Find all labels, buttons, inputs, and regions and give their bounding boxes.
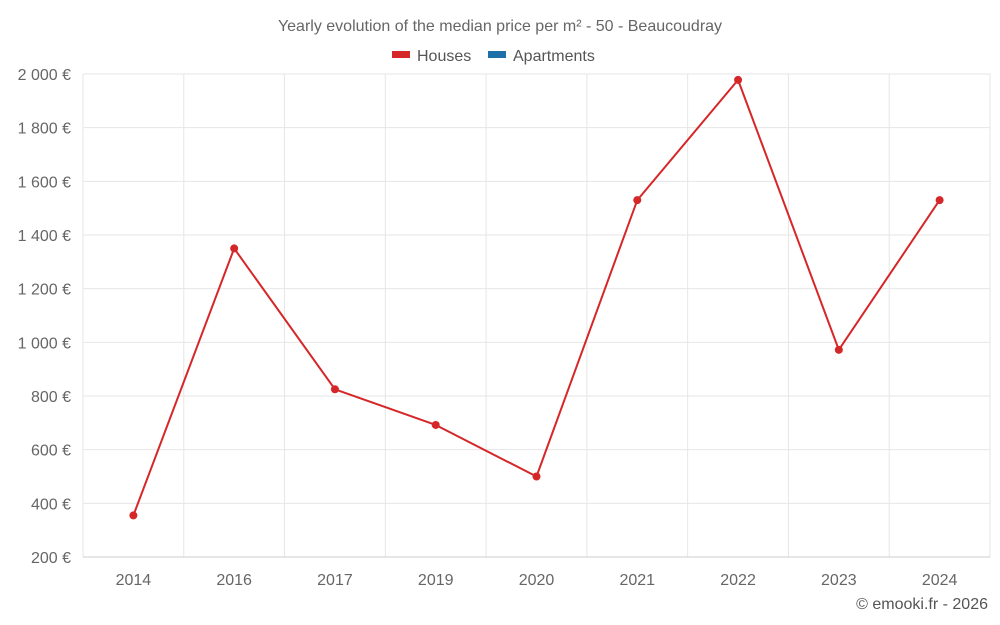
- x-tick-label: 2019: [418, 572, 454, 589]
- data-point-houses[interactable]: [431, 420, 440, 429]
- y-tick-label: 200 €: [31, 550, 71, 567]
- y-tick-label: 800 €: [31, 389, 71, 406]
- y-axis: 200 € 400 € 600 € 800 € 1 000 € 1 200 € 1 400 …: [18, 67, 71, 567]
- y-tick-label: 1 200 €: [18, 282, 71, 299]
- data-point-houses[interactable]: [230, 244, 239, 253]
- x-tick-label: 2022: [720, 572, 756, 589]
- x-tick-label: 2014: [116, 572, 152, 589]
- legend-item-apartments[interactable]: Apartments: [488, 48, 595, 65]
- data-point-houses[interactable]: [935, 196, 944, 205]
- data-point-houses[interactable]: [532, 472, 541, 481]
- x-tick-label: 2016: [216, 572, 252, 589]
- y-tick-label: 1 000 €: [18, 335, 71, 352]
- x-tick-label: 2020: [519, 572, 555, 589]
- legend-label-houses: Houses: [417, 48, 471, 65]
- legend: Houses Apartments: [392, 48, 595, 65]
- x-axis: 2014 2016 2017 2019 2020 2021 2022 2023 2024: [83, 556, 990, 589]
- y-tick-label: 1 600 €: [18, 174, 71, 191]
- data-point-houses[interactable]: [129, 511, 138, 520]
- x-tick-label: 2024: [922, 572, 958, 589]
- y-tick-label: 1 400 €: [18, 228, 71, 245]
- data-point-houses[interactable]: [734, 75, 743, 84]
- x-tick-label: 2017: [317, 572, 353, 589]
- x-tick-label: 2021: [619, 572, 655, 589]
- y-tick-label: 2 000 €: [18, 67, 71, 84]
- data-point-houses[interactable]: [834, 345, 843, 354]
- legend-swatch-houses: [392, 51, 410, 58]
- grid: [82, 73, 991, 557]
- y-tick-label: 1 800 €: [18, 121, 71, 138]
- data-point-houses[interactable]: [633, 196, 642, 205]
- y-tick-label: 400 €: [31, 496, 71, 513]
- data-point-houses[interactable]: [330, 385, 339, 394]
- y-tick-label: 600 €: [31, 443, 71, 460]
- x-tick-label: 2023: [821, 572, 857, 589]
- series-group: [129, 75, 944, 520]
- legend-item-houses[interactable]: Houses: [392, 48, 471, 65]
- copyright-text: © emooki.fr - 2026: [856, 596, 988, 613]
- legend-swatch-apartments: [488, 51, 506, 58]
- chart-title: Yearly evolution of the median price per…: [278, 18, 722, 35]
- legend-label-apartments: Apartments: [513, 48, 595, 65]
